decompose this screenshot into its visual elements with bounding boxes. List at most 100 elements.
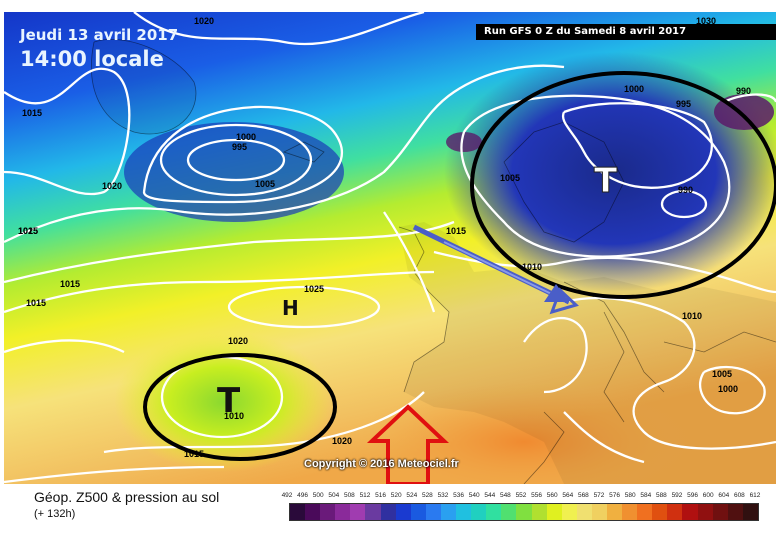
isobar-label: 1000 <box>236 132 256 142</box>
legend-tick-labels: 492 496 500 504 508 512 516 520 524 528 532 536 540 5… <box>282 492 761 502</box>
legend-swatch <box>395 504 411 520</box>
legend-swatch <box>305 504 321 520</box>
legend-swatch <box>440 504 457 520</box>
map-canvas: 1020 1015 1015 1000 995 1005 1020 1025 1… <box>4 12 776 484</box>
legend-swatch <box>727 504 743 520</box>
isobar-label: 995 <box>676 99 691 109</box>
isobar-label: 1015 <box>446 226 466 236</box>
legend-swatch <box>471 504 487 520</box>
europe-landmass <box>399 222 776 484</box>
isobar-label: 1000 <box>718 384 738 394</box>
legend-tick-label: 500 <box>312 492 324 499</box>
legend-tick-label: 576 <box>609 492 621 499</box>
legend-swatch <box>486 504 502 520</box>
legend-tick-label: 568 <box>577 492 589 499</box>
legend-swatch <box>606 504 623 520</box>
legend-tick-label: 492 <box>281 492 293 499</box>
isobar-label: 1010 <box>224 411 244 421</box>
legend-tick-label: 532 <box>437 492 449 499</box>
legend-swatch <box>637 504 653 520</box>
low-pressure-symbol-scandinavia: T <box>594 161 618 201</box>
scandinavian-low-circle <box>470 71 776 299</box>
legend-swatch <box>561 504 577 520</box>
legend-tick-label: 524 <box>406 492 418 499</box>
legend-swatch <box>410 504 426 520</box>
legend-tick-label: 604 <box>718 492 730 499</box>
legend-tick-label: 520 <box>390 492 402 499</box>
forecast-time: 14:00 locale <box>20 47 164 71</box>
legend-tick-label: 600 <box>702 492 714 499</box>
isobar-label: 1020 <box>332 436 352 446</box>
isobar-label: 990 <box>736 86 751 96</box>
legend-tick-label: 544 <box>484 492 496 499</box>
legend-swatch <box>290 504 306 520</box>
legend-swatch <box>350 504 366 520</box>
legend-swatch <box>456 504 472 520</box>
isobar-labels: 1020 1015 1015 1000 995 1005 1020 1025 1… <box>18 16 751 459</box>
legend-tick-label: 572 <box>593 492 605 499</box>
legend-tick-label: 560 <box>546 492 558 499</box>
isobar-label: 1015 <box>18 226 38 236</box>
legend-tick-label: 588 <box>655 492 667 499</box>
isobar-label: 1010 <box>682 311 702 321</box>
legend-tick-label: 608 <box>733 492 745 499</box>
legend-swatch <box>682 504 698 520</box>
low-pressure-symbol-atlantic: T <box>217 381 241 421</box>
isobar-label: 1030 <box>696 16 716 26</box>
legend-tick-label: 592 <box>671 492 683 499</box>
greenland-landmass <box>91 39 196 134</box>
legend-swatch <box>320 504 336 520</box>
legend-tick-label: 596 <box>687 492 699 499</box>
chart-footer: Géop. Z500 & pression au sol (+ 132h) 49… <box>0 484 778 535</box>
copyright-text: Copyright © 2016 Meteociel.fr <box>304 458 459 470</box>
legend-tick-label: 564 <box>562 492 574 499</box>
saharan-ridge <box>354 382 694 484</box>
legend-tick-label: 556 <box>531 492 543 499</box>
legend-swatch <box>667 504 683 520</box>
isobar-label: 1020 <box>228 336 248 346</box>
legend-swatch <box>546 504 562 520</box>
isobar-label: 1000 <box>624 84 644 94</box>
legend-swatch <box>622 504 638 520</box>
legend-tick-label: 504 <box>328 492 340 499</box>
legend-tick-label: 512 <box>359 492 371 499</box>
isobar-label: 1015 <box>22 108 42 118</box>
legend-tick-label: 552 <box>515 492 527 499</box>
scandinavian-trough <box>444 52 776 292</box>
legend-swatch <box>742 504 758 520</box>
chart-title: Géop. Z500 & pression au sol <box>34 489 220 505</box>
legend-swatch <box>697 504 713 520</box>
isobar-label: 1005 <box>712 369 732 379</box>
legend-tick-label: 496 <box>297 492 309 499</box>
legend-tick-label: 516 <box>375 492 387 499</box>
legend-swatch <box>335 504 351 520</box>
legend-tick-label: 536 <box>453 492 465 499</box>
isobar-label: 1015 <box>60 279 80 289</box>
weather-map: 1020 1015 1015 1000 995 1005 1020 1025 1… <box>4 12 776 484</box>
isobar-label: 1005 <box>255 179 275 189</box>
isobar-label: 1025 <box>304 284 324 294</box>
isobar-label: 995 <box>232 142 247 152</box>
isobar-label: 1020 <box>194 16 214 26</box>
isobar-label: 1025 <box>18 226 38 236</box>
trough-core <box>446 132 482 152</box>
legend-tick-label: 584 <box>640 492 652 499</box>
model-run-label: Run GFS 0 Z du Samedi 8 avril 2017 <box>476 24 776 40</box>
legend-swatch <box>591 504 607 520</box>
forecast-lead-time: (+ 132h) <box>34 508 76 520</box>
legend-swatch <box>712 504 728 520</box>
legend-swatch <box>425 504 441 520</box>
atlantic-low-circle <box>143 353 337 461</box>
isobar-label: 1015 <box>26 298 46 308</box>
legend-tick-label: 580 <box>624 492 636 499</box>
isobar-label: 1015 <box>184 449 204 459</box>
flow-arrow-blue <box>412 224 579 315</box>
legend-tick-label: 508 <box>343 492 355 499</box>
legend-swatch <box>516 504 532 520</box>
high-pressure-symbol: H <box>282 296 299 320</box>
isobar-label: 1010 <box>522 262 542 272</box>
color-legend <box>289 503 759 521</box>
cutoff-low-field <box>114 332 334 472</box>
legend-tick-label: 528 <box>421 492 433 499</box>
